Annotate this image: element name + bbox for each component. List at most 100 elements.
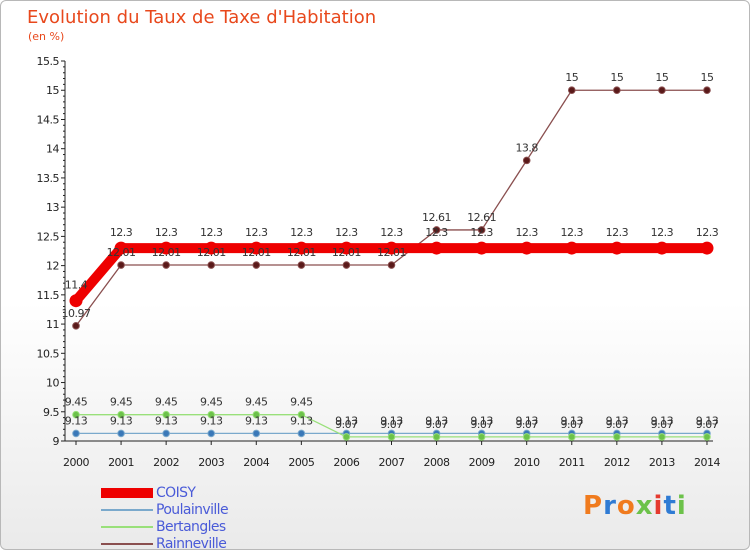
data-point — [114, 241, 128, 255]
data-label: 15 — [610, 71, 623, 84]
data-point — [207, 410, 216, 419]
data-label: 12.3 — [515, 226, 538, 239]
y-tick-label: 14 — [46, 143, 59, 156]
logo-letter: x — [635, 491, 654, 521]
data-label: 12.3 — [155, 226, 178, 239]
data-point — [613, 433, 621, 441]
data-point — [432, 226, 441, 234]
data-label: 9.13 — [290, 414, 313, 427]
chart-markers — [69, 86, 714, 441]
data-label: 15 — [655, 71, 668, 84]
logo-letter: r — [603, 491, 617, 521]
data-point — [297, 410, 306, 419]
data-point — [72, 410, 80, 419]
x-tick-label: 2003 — [198, 456, 224, 469]
data-point — [252, 410, 261, 419]
data-label: 12.3 — [561, 226, 584, 239]
x-tick-label: 2013 — [649, 456, 675, 469]
data-point — [162, 429, 170, 438]
legend-swatch — [101, 509, 153, 511]
data-point — [249, 241, 263, 255]
data-label: 9.13 — [606, 414, 629, 427]
data-label: 12.61 — [467, 211, 496, 224]
data-point — [387, 261, 396, 269]
data-label: 13.8 — [515, 141, 538, 154]
data-label: 9.07 — [470, 418, 493, 431]
data-label: 12.01 — [197, 246, 226, 259]
y-tick-label: 15 — [46, 84, 59, 97]
data-point — [613, 86, 621, 95]
data-point — [72, 429, 80, 438]
data-label: 12.3 — [290, 226, 313, 239]
data-label: 9.07 — [696, 418, 719, 431]
legend-swatch — [101, 526, 153, 528]
data-point — [204, 241, 218, 255]
data-point — [658, 433, 666, 441]
data-label: 12.01 — [287, 246, 316, 259]
x-tick-label: 2007 — [378, 456, 404, 469]
y-tick-label: 12.5 — [37, 230, 60, 243]
data-label: 12.3 — [245, 226, 268, 239]
data-label: 9.07 — [515, 418, 538, 431]
data-label: 9.07 — [651, 418, 674, 431]
data-point — [565, 241, 579, 255]
data-point — [567, 86, 576, 95]
data-point — [432, 433, 441, 441]
data-label: 9.13 — [200, 414, 223, 427]
data-point — [207, 429, 216, 438]
data-point — [703, 86, 711, 95]
data-label: 12.3 — [380, 226, 403, 239]
y-tick-label: 13.5 — [37, 172, 60, 185]
data-point — [294, 241, 308, 255]
data-point — [159, 241, 173, 255]
logo-letter: o — [616, 491, 636, 521]
data-label: 9.13 — [651, 414, 674, 427]
x-tick-label: 2014 — [694, 456, 720, 469]
data-label: 9.07 — [606, 418, 629, 431]
data-label: 12.3 — [110, 226, 133, 239]
data-point — [117, 410, 125, 419]
data-label: 9.07 — [335, 418, 358, 431]
legend-swatch — [101, 543, 153, 545]
x-tick-label: 2011 — [559, 456, 585, 469]
x-tick-label: 2001 — [108, 456, 134, 469]
data-label: 9.45 — [155, 396, 178, 409]
data-point — [567, 433, 576, 441]
data-label: 12.3 — [335, 226, 358, 239]
data-label: 9.07 — [561, 418, 584, 431]
data-label: 9.13 — [65, 414, 88, 427]
y-tick-label: 15.5 — [37, 55, 60, 68]
data-point — [703, 433, 711, 441]
data-label: 9.13 — [110, 414, 133, 427]
data-point — [339, 241, 353, 255]
data-label: 9.45 — [290, 396, 313, 409]
logo-letter: t — [663, 491, 677, 521]
chart-unit-label: (en %) — [28, 30, 65, 43]
data-label: 12.61 — [422, 211, 451, 224]
legend-label: Bertangles — [156, 519, 226, 535]
data-point — [655, 241, 669, 255]
data-point — [342, 433, 351, 441]
y-tick-label: 9.5 — [43, 406, 59, 419]
data-point — [252, 429, 261, 438]
data-point — [387, 433, 396, 441]
x-tick-label: 2000 — [63, 456, 89, 469]
data-point — [477, 226, 486, 234]
data-point — [162, 261, 170, 269]
data-point — [475, 241, 489, 255]
y-tick-label: 13 — [46, 201, 59, 214]
data-label: 10.97 — [62, 307, 91, 320]
data-label: 12.01 — [377, 246, 406, 259]
legend-label: Poulainville — [156, 502, 229, 518]
logo-letter: P — [583, 491, 604, 521]
data-label: 12.01 — [242, 246, 271, 259]
data-label: 9.13 — [335, 414, 358, 427]
chart-title: Evolution du Taux de Taxe d'Habitation — [27, 7, 377, 28]
data-point — [117, 261, 125, 269]
data-point — [297, 261, 306, 269]
data-label: 9.13 — [696, 414, 719, 427]
data-label: 12.3 — [200, 226, 223, 239]
x-tick-label: 2004 — [243, 456, 269, 469]
